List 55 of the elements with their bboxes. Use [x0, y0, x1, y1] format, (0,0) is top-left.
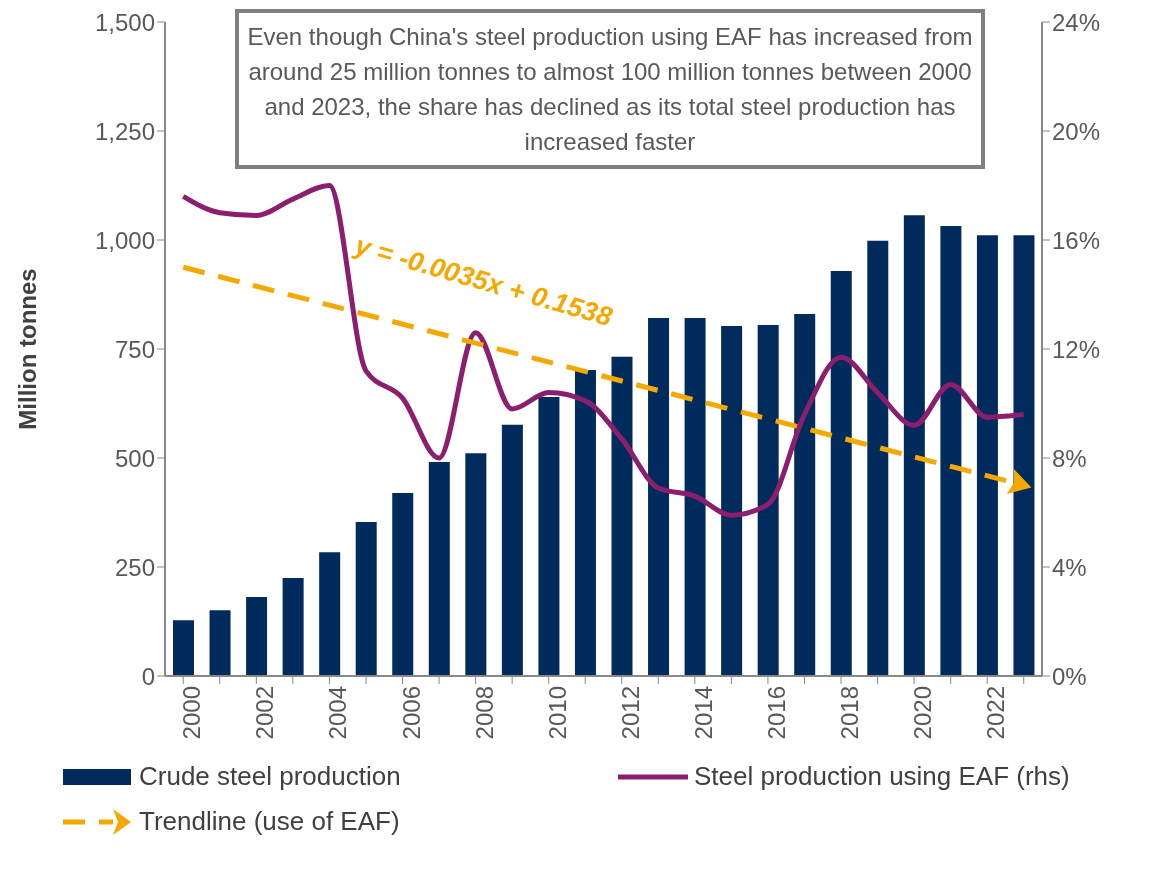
annotation: y = -0.0035x + 0.1538	[351, 230, 616, 334]
bar	[465, 453, 487, 676]
bar	[319, 552, 341, 676]
bar	[428, 461, 450, 676]
y-tick-label: 1,000	[94, 226, 155, 254]
y-tick-label: 0	[141, 662, 155, 690]
legend-label: Crude steel production	[139, 761, 401, 792]
y2-tick-label: 24%	[1052, 8, 1101, 36]
y2-tick-label: 4%	[1052, 553, 1087, 581]
y2-tick-label: 0%	[1052, 662, 1087, 690]
bar	[940, 226, 962, 676]
bar	[976, 235, 998, 676]
y-tick-label: 500	[114, 444, 155, 472]
bar	[173, 620, 194, 676]
x-tick-label: 2022	[982, 686, 1010, 740]
x-tick-label: 2018	[836, 686, 864, 740]
x-tick-label: 2016	[762, 686, 790, 740]
y2-tick-label: 20%	[1052, 117, 1101, 145]
y-tick-label: 250	[114, 553, 155, 581]
bar	[392, 492, 414, 676]
x-tick-label: 2020	[909, 686, 937, 740]
bar	[684, 318, 706, 676]
y-tick-label: 1,250	[94, 117, 155, 145]
bar	[574, 369, 596, 676]
annotation: Even though China's steel production using EAF has increased from around 25 million tonnes to almost 100 million tonnes between 2000 and 2023, the share has declined as its total steel production has increased faster	[235, 9, 985, 169]
x-tick-label: 2000	[178, 686, 206, 740]
bar	[830, 270, 852, 676]
x-tick-label: 2008	[470, 686, 498, 740]
bar	[757, 325, 779, 676]
bar	[501, 424, 523, 676]
x-tick-label: 2006	[397, 686, 425, 740]
bar	[903, 215, 925, 676]
y2-tick-label: 12%	[1052, 335, 1101, 363]
bar	[355, 522, 377, 676]
bar	[611, 356, 633, 676]
bar	[648, 318, 670, 676]
x-tick-label: 2002	[251, 686, 279, 740]
bar	[794, 314, 816, 676]
x-tick-label: 2012	[616, 686, 644, 740]
bar	[209, 610, 231, 676]
legend-label: Steel production using EAF (rhs)	[694, 761, 1070, 792]
bar	[246, 597, 268, 676]
y-tick-label: 1,500	[94, 8, 155, 36]
x-tick-label: 2014	[689, 686, 717, 740]
legend-label: Trendline (use of EAF)	[139, 806, 400, 837]
x-tick-label: 2010	[543, 686, 571, 740]
bar	[721, 325, 743, 676]
y2-tick-label: 8%	[1052, 444, 1087, 472]
x-tick-label: 2004	[324, 686, 352, 740]
y2-tick-label: 16%	[1052, 226, 1101, 254]
bar	[282, 577, 304, 676]
y-axis-title: Million tonnes	[14, 268, 42, 430]
y-tick-label: 750	[114, 335, 155, 363]
bar	[538, 396, 560, 676]
bar	[867, 240, 889, 676]
